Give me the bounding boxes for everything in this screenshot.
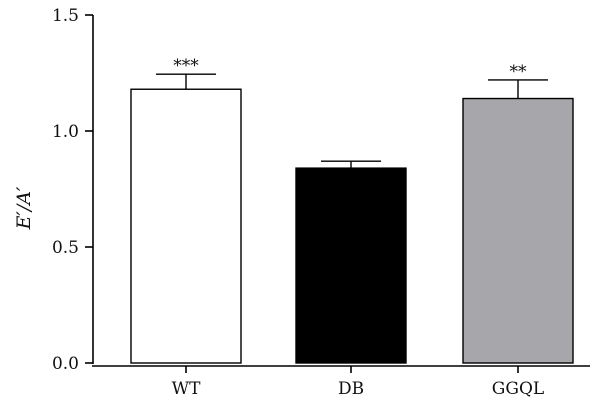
- y-tick-label: 1.0: [52, 122, 79, 142]
- bars: *** **: [130, 56, 574, 364]
- y-tick-label: 0.5: [52, 238, 79, 258]
- y-axis-title: E′/A′: [13, 186, 35, 230]
- y-axis: 0.0 0.5 1.0 1.5: [52, 6, 94, 374]
- bar-ggql: [462, 97, 574, 364]
- bar-db: [295, 167, 407, 364]
- y-tick-label: 1.5: [52, 6, 79, 26]
- x-tick-label-wt: WT: [172, 379, 201, 399]
- significance-wt: ***: [173, 56, 199, 76]
- significance-ggql: **: [510, 62, 528, 82]
- x-axis: WT DB GGQL: [92, 365, 590, 399]
- bar-wt: [130, 88, 242, 364]
- x-tick-label-db: DB: [338, 379, 364, 399]
- x-tick-label-ggql: GGQL: [492, 379, 544, 399]
- y-tick-label: 0.0: [52, 354, 79, 374]
